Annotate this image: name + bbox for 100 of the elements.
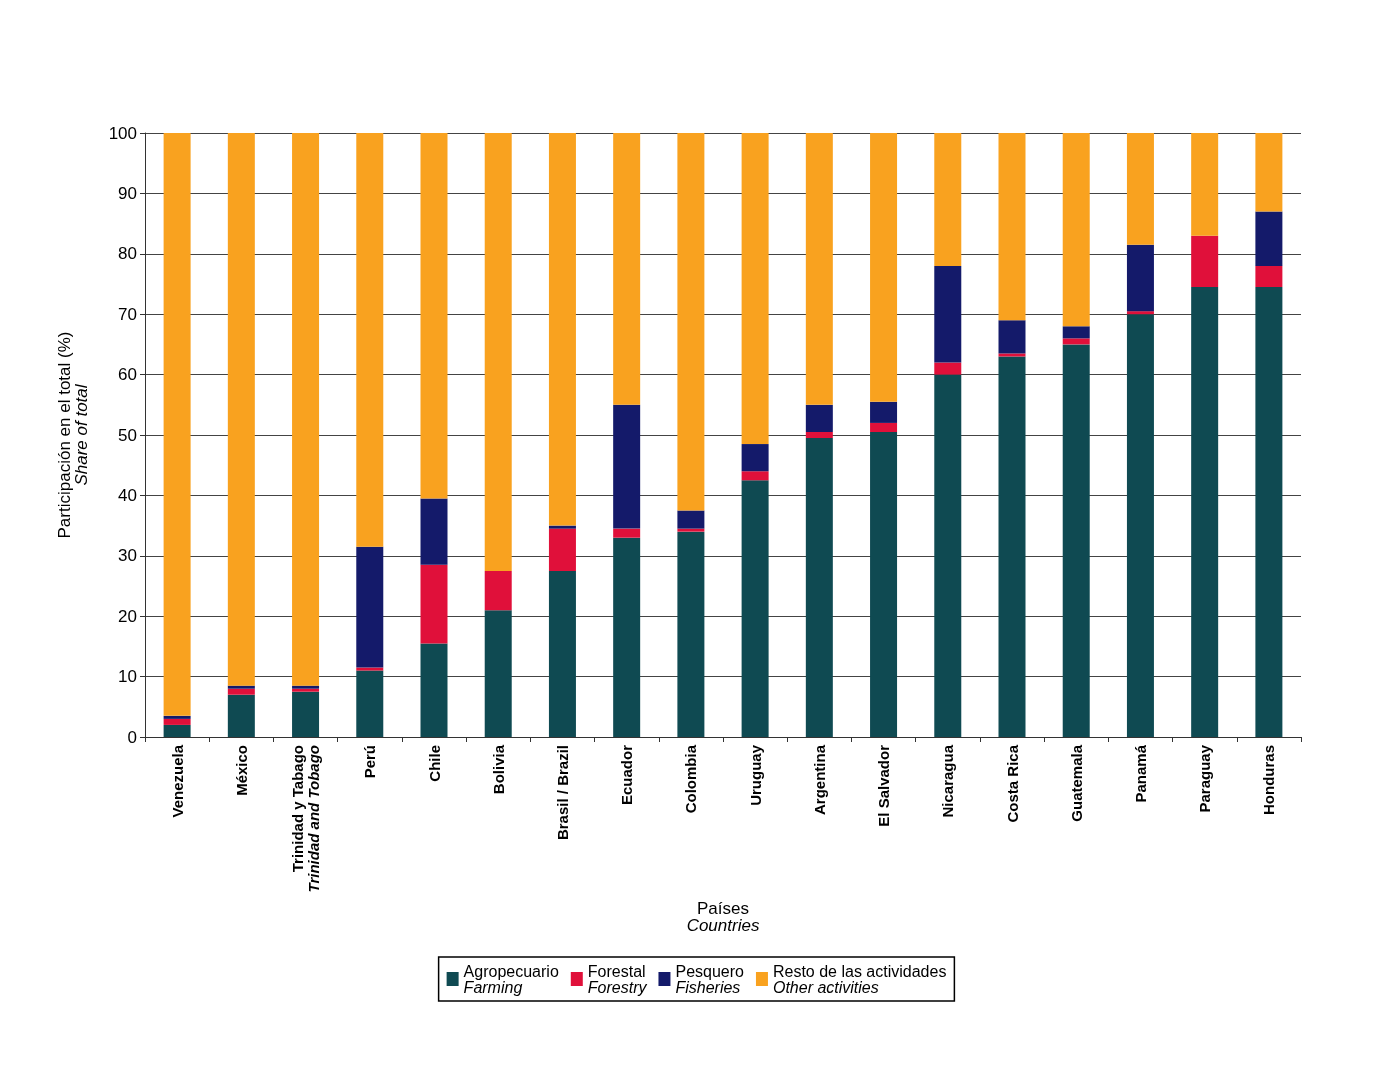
x-tick-label: Chile [425,745,443,782]
bar [1126,311,1154,315]
bar [548,133,576,526]
bar [805,133,833,405]
x-tick-label: Honduras [1260,745,1278,816]
bar [741,444,769,472]
bar [1255,287,1283,737]
bar [805,438,833,737]
bar [870,401,898,423]
bar [1062,344,1090,737]
bar [292,133,320,686]
bar [1126,133,1154,245]
bar [1126,244,1154,312]
bar [613,404,641,529]
bar [420,564,448,644]
bar [484,133,512,571]
bar [227,133,255,686]
x-tick-label: Uruguay [746,744,764,806]
bar [548,528,576,571]
bar [934,362,962,375]
y-tick-label: 90 [118,183,137,203]
y-tick-label: 80 [118,244,137,264]
x-tick-label: Paraguay [1196,744,1214,813]
bar [870,431,898,737]
bar [998,133,1026,321]
bar [227,685,255,689]
y-tick-label: 20 [118,606,137,626]
bar [1255,133,1283,212]
bar [805,431,833,439]
y-tick-label: 60 [118,365,137,385]
x-tick-label: El Salvador [875,744,893,827]
bar [613,537,641,737]
bar [870,133,898,402]
bar [163,133,191,716]
bar [805,404,833,432]
x-tick-label: Guatemala [1067,744,1085,822]
bar [292,691,320,737]
bar [548,525,576,529]
bar [998,353,1026,357]
bar [1191,287,1219,737]
x-tick-label: Ecuador [618,744,636,806]
bar [613,133,641,405]
x-tick-label: Trinidad y Tabago Trinidad and Tobago [289,745,323,893]
bar [356,667,384,671]
bar [677,528,705,532]
y-tick-label: 100 [108,123,137,143]
bar [741,471,769,481]
legend-label: Resto de las actividades Other activities [772,962,947,996]
bar [1126,314,1154,737]
legend-label: Agropecuario Farming [463,962,559,996]
bar [484,610,512,737]
bar [613,528,641,538]
bar [741,133,769,445]
bar [677,133,705,511]
bar [870,422,898,432]
y-tick-label: 50 [118,425,137,445]
bar [356,546,384,668]
bar [356,670,384,737]
bar [548,570,576,737]
y-tick-label: 70 [118,304,137,324]
bar [677,531,705,737]
bar [420,498,448,565]
x-tick-label: Perú [361,745,379,779]
x-tick-label: Venezuela [168,744,186,818]
x-tick-label: Argentina [810,744,828,816]
bar [227,694,255,737]
x-tick-label: Panamá [1131,744,1149,803]
x-tick-label: México [232,745,250,796]
bar [1062,338,1090,345]
x-tick-label: Bolivia [489,744,507,795]
y-tick-label: 30 [118,546,137,566]
bar [677,510,705,529]
bar [934,265,962,363]
bar [934,374,962,737]
bar [227,688,255,695]
bar [998,320,1026,354]
legend-label: Pesquero Fisheries [675,962,745,996]
x-tick-label: Colombia [682,744,700,814]
bar [163,718,191,725]
bar [420,133,448,499]
bar [1191,235,1219,288]
y-tick-label: 40 [118,485,137,505]
bar [1255,211,1283,266]
bar [998,356,1026,737]
bar [1062,326,1090,339]
y-tick-label: 10 [118,667,137,687]
bar [1062,133,1090,327]
x-tick-label: Brasil / Brazil [553,745,571,841]
x-tick-label: Costa Rica [1003,744,1021,823]
bar [1191,133,1219,236]
bar [163,724,191,737]
x-axis-title: Países Countries [686,899,760,936]
y-tick-label: 0 [127,727,137,747]
bar [484,570,512,611]
bar [1255,265,1283,288]
bar [934,133,962,266]
y-axis-title: Participación en el total (%) Share of total [55,331,91,539]
x-tick-label: Nicaragua [939,744,957,818]
bar [420,643,448,737]
bar [356,133,384,547]
